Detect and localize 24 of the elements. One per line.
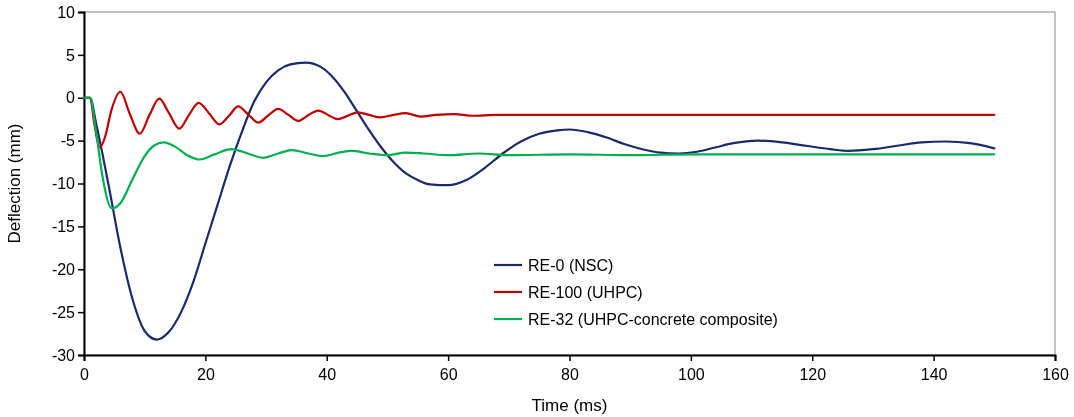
- y-tick-label: -25: [51, 303, 76, 321]
- x-tick-label: 20: [196, 366, 215, 383]
- x-tick-label: 60: [439, 366, 458, 383]
- legend-label: RE-100 (UHPC): [528, 283, 643, 301]
- legend-label: RE-0 (NSC): [528, 256, 614, 274]
- y-tick-label: -10: [51, 175, 76, 193]
- x-tick-label: 40: [318, 366, 337, 383]
- x-tick-label: 140: [920, 366, 948, 383]
- x-tick-label: 100: [678, 366, 705, 383]
- x-tick-label: 0: [80, 366, 90, 383]
- y-tick-label: -30: [51, 346, 76, 364]
- y-axis-title: Deflection (mm): [5, 123, 24, 244]
- y-tick-label: 5: [66, 46, 76, 64]
- x-axis-title: Time (ms): [531, 396, 608, 415]
- y-tick-label: -15: [51, 217, 76, 235]
- legend-label: RE-32 (UHPC-concrete composite): [528, 310, 778, 328]
- y-tick-label: 0: [66, 89, 76, 107]
- y-tick-label: -5: [60, 132, 76, 150]
- y-tick-label: -20: [51, 260, 76, 278]
- y-tick-label: 10: [57, 3, 76, 21]
- x-tick-label: 160: [1042, 366, 1069, 383]
- line-series: [82, 96, 996, 210]
- x-tick-label: 80: [561, 366, 579, 383]
- x-tick-label: 120: [799, 366, 827, 383]
